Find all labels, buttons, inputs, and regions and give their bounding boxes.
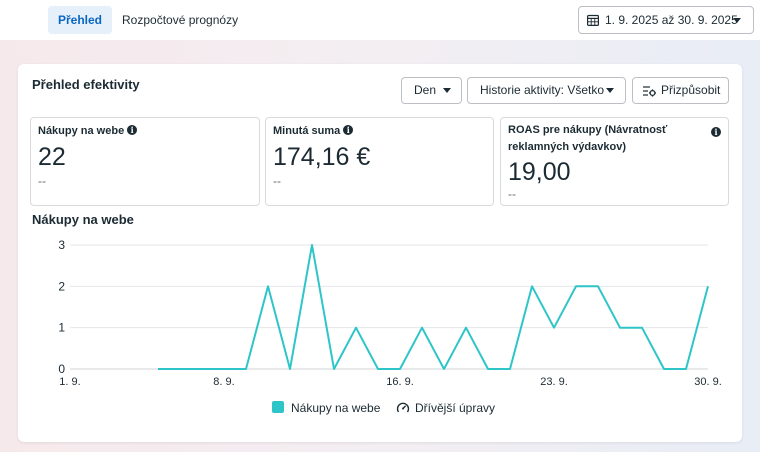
metric-card-purchases[interactable]: Nákupy na webe i 22 -- [30,117,260,206]
series-line-purchases[interactable] [158,244,709,370]
date-range-picker[interactable]: 1. 9. 2025 až 30. 9. 2025 [578,6,754,34]
metric-value: 22 [38,143,66,171]
y-tick-label: 1 [58,321,65,335]
y-tick-label: 0 [58,362,65,376]
customize-button[interactable]: Přizpůsobit [632,77,729,104]
chevron-down-icon [733,18,741,23]
y-tick-label: 2 [58,279,65,293]
chart-title: Nákupy na webe [32,212,134,227]
card-title: Přehled efektivity [32,77,140,92]
line-chart: 0 1 2 3 1. 9. 8. 9. 16. 9. 23. 9. 30. 9. [58,238,722,388]
granularity-dropdown[interactable]: Den [401,77,462,104]
metric-value: 174,16 € [273,143,371,171]
x-tick-label: 23. 9. [540,376,568,388]
metric-card-amount-spent[interactable]: Minutá suma i 174,16 € -- [265,117,494,206]
calendar-icon [587,14,599,26]
metric-label-text: Minutá suma [273,125,341,137]
metric-label-text: Nákupy na webe [38,125,125,137]
legend-series-label[interactable]: Nákupy na webe [291,401,381,415]
chevron-down-icon [606,88,614,93]
date-range-label: 1. 9. 2025 až 30. 9. 2025 [605,13,738,27]
metric-value: 19,00 [508,158,571,186]
metric-comparison: -- [508,187,516,201]
tab-rozpoctove-prognozy[interactable]: Rozpočtové prognózy [122,13,239,27]
top-bar: Přehled Rozpočtové prognózy 1. 9. 2025 a… [0,0,760,40]
metric-card-roas[interactable]: ROAS pre nákupy (Návratnosť reklamných v… [500,117,729,206]
x-tick-label: 16. 9. [386,376,414,388]
y-tick-label: 3 [58,238,65,252]
info-icon[interactable]: i [711,127,721,137]
granularity-label: Den [414,83,437,97]
chevron-down-icon [443,88,451,93]
gauge-icon [396,402,410,413]
metric-label: Minutá suma i [273,125,354,137]
metric-label: Nákupy na webe i [38,125,138,137]
performance-card: Přehled efektivity Den Historie aktivity… [18,64,742,442]
customize-icon [643,86,656,97]
metric-label-text: ROAS pre nákupy (Návratnosť reklamných v… [508,124,668,153]
x-tick-label: 30. 9. [694,376,722,388]
legend-swatch [272,401,284,413]
x-tick-label: 1. 9. [59,376,80,388]
legend-earlier-edits-label[interactable]: Dřívější úpravy [415,401,496,415]
x-tick-label: 8. 9. [213,376,234,388]
history-label: Historie aktivity: Všetko [480,83,605,97]
customize-label: Přizpůsobit [661,83,721,97]
info-icon[interactable]: i [343,125,354,135]
tab-prehled[interactable]: Přehled [48,6,113,34]
metric-comparison: -- [38,174,46,188]
metric-comparison: -- [273,174,281,188]
info-icon[interactable]: i [127,125,138,135]
history-dropdown[interactable]: Historie aktivity: Všetko [467,77,626,104]
